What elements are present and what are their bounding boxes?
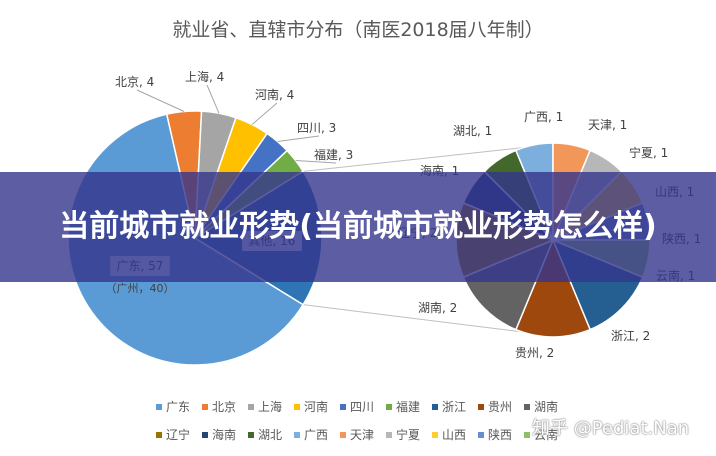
chart-title: 就业省、直辖市分布（南医2018届八年制） bbox=[172, 19, 543, 41]
connector-bottom bbox=[303, 304, 548, 336]
legend-item-贵州: 贵州 bbox=[488, 400, 512, 414]
legend-swatch-北京 bbox=[202, 404, 208, 410]
legend-item-湖北: 湖北 bbox=[258, 427, 282, 442]
label-湖南: 湖南, 2 bbox=[418, 300, 457, 315]
label-湖北: 湖北, 1 bbox=[453, 123, 492, 138]
legend-swatch-上海 bbox=[248, 404, 254, 410]
legend-swatch-湖南 bbox=[524, 404, 530, 410]
secondary-slice-贵州 bbox=[514, 238, 592, 338]
title-banner: 当前城市就业形势(当前城市就业形势怎么样) bbox=[0, 172, 716, 282]
legend-swatch-陕西 bbox=[478, 432, 484, 438]
label-四川-leader bbox=[277, 135, 320, 142]
legend-swatch-浙江 bbox=[432, 404, 438, 410]
label-浙江: 浙江, 2 bbox=[611, 329, 650, 343]
legend-swatch-天津 bbox=[340, 432, 346, 438]
label-四川: 四川, 3 bbox=[297, 121, 336, 135]
legend-swatch-湖北 bbox=[248, 432, 254, 438]
label-宁夏: 宁夏, 1 bbox=[629, 145, 668, 160]
connector-top bbox=[303, 144, 548, 172]
legend-swatch-海南 bbox=[202, 432, 208, 438]
label-福建-leader bbox=[295, 160, 337, 164]
watermark: 知乎 @Pediat.Nan bbox=[532, 418, 690, 439]
legend-item-宁夏: 宁夏 bbox=[396, 427, 420, 442]
legend-swatch-广西 bbox=[294, 432, 300, 438]
label-上海-leader bbox=[206, 84, 220, 114]
legend-swatch-辽宁 bbox=[156, 432, 162, 438]
legend-swatch-河南 bbox=[294, 404, 300, 410]
legend-item-海南: 海南 bbox=[212, 427, 236, 442]
label-广西: 广西, 1 bbox=[524, 110, 563, 124]
label-贵州: 贵州, 2 bbox=[515, 346, 554, 360]
legend-item-河南: 河南 bbox=[304, 399, 328, 414]
legend-item-天津: 天津 bbox=[350, 428, 374, 442]
connector-lines bbox=[303, 144, 548, 336]
label-广州: （广州，40） bbox=[106, 282, 175, 295]
legend-swatch-宁夏 bbox=[386, 432, 392, 438]
legend-item-湖南: 湖南 bbox=[534, 399, 558, 414]
label-北京-leader bbox=[136, 89, 185, 112]
legend-item-云南: 云南 bbox=[534, 427, 558, 442]
label-天津: 天津, 1 bbox=[588, 118, 627, 132]
legend-item-北京: 北京 bbox=[212, 400, 236, 414]
article-title: 当前城市就业形势(当前城市就业形势怎么样) bbox=[59, 209, 657, 244]
legend-item-辽宁: 辽宁 bbox=[166, 427, 190, 442]
legend-item-陕西: 陕西 bbox=[488, 427, 512, 442]
legend-swatch-山西 bbox=[432, 432, 438, 438]
legend-swatch-贵州 bbox=[478, 404, 484, 410]
label-河南-leader bbox=[251, 102, 278, 125]
legend-item-上海: 上海 bbox=[258, 399, 282, 414]
legend-swatch-福建 bbox=[386, 404, 392, 410]
legend-item-广东: 广东 bbox=[166, 400, 190, 414]
legend-swatch-广东 bbox=[156, 404, 162, 410]
legend-item-浙江: 浙江 bbox=[442, 400, 466, 414]
label-河南: 河南, 4 bbox=[255, 87, 294, 102]
label-北京: 北京, 4 bbox=[115, 75, 154, 89]
legend-item-山西: 山西 bbox=[442, 428, 466, 442]
legend-swatch-四川 bbox=[340, 404, 346, 410]
legend-swatch-云南 bbox=[524, 432, 530, 438]
label-福建: 福建, 3 bbox=[314, 147, 353, 162]
label-上海: 上海, 4 bbox=[185, 69, 224, 84]
legend-item-四川: 四川 bbox=[350, 400, 374, 414]
legend-item-福建: 福建 bbox=[396, 399, 420, 414]
legend-item-广西: 广西 bbox=[304, 428, 328, 442]
